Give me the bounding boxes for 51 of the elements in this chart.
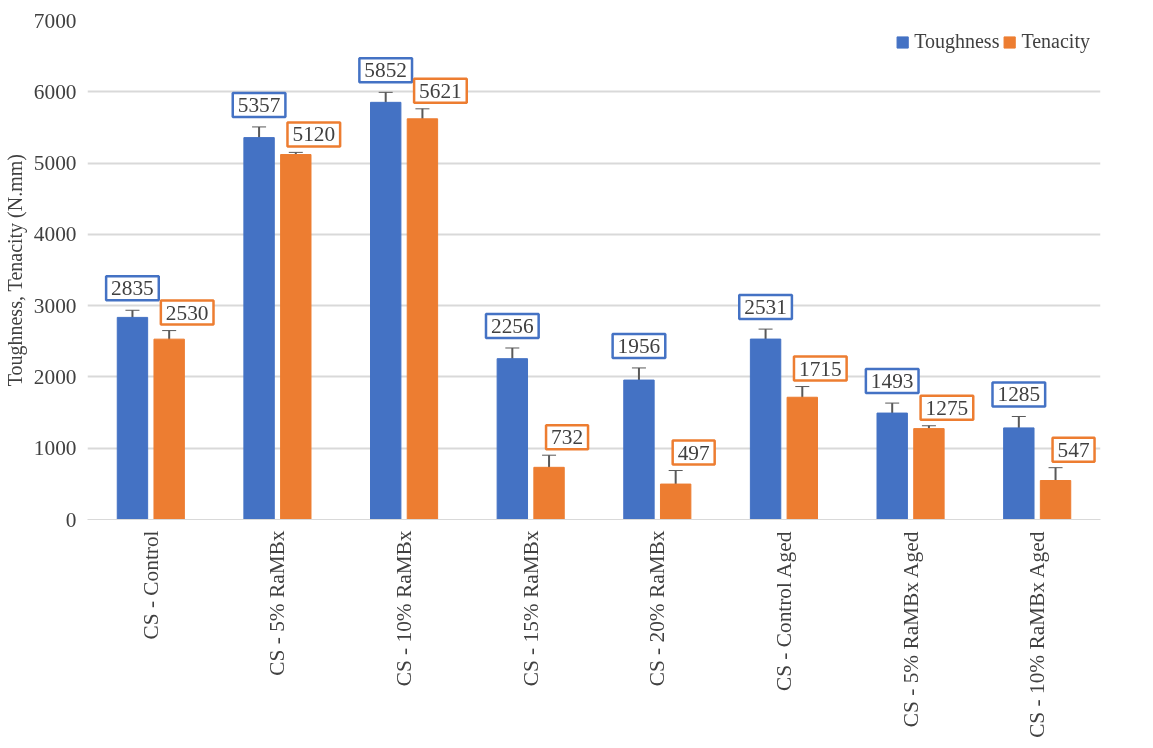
x-tick-label: CS - 10% RaMBx Aged — [1025, 531, 1050, 738]
y-tick-label: 6000 — [33, 79, 77, 104]
y-tick-label: 3000 — [33, 293, 77, 318]
x-tick-label: CS - Control — [138, 530, 163, 640]
data-label: 5357 — [237, 92, 281, 117]
bar — [1039, 480, 1072, 520]
y-axis-title: Toughness, Tenacity (N.mm) — [3, 154, 27, 387]
y-tick-label: 5000 — [33, 151, 77, 176]
x-tick-label: CS - Control Aged — [771, 531, 796, 692]
data-label: 497 — [677, 440, 711, 465]
data-label: 1956 — [617, 333, 661, 358]
data-label: 1493 — [870, 369, 914, 394]
bar — [1003, 427, 1035, 520]
data-label: 2256 — [491, 313, 534, 338]
y-tick-label: 2000 — [33, 364, 77, 389]
y-tick-label: 4000 — [33, 222, 77, 247]
bar — [116, 316, 149, 520]
y-tick-label: 1000 — [33, 436, 77, 461]
data-label: 2531 — [744, 295, 787, 320]
bar — [876, 412, 908, 520]
x-tick-label: CS - 5% RaMBx Aged — [898, 531, 923, 728]
bar — [280, 154, 312, 520]
data-label: 547 — [1057, 437, 1090, 462]
bar — [406, 118, 439, 520]
x-tick-label: CS - 5% RaMBx — [265, 530, 290, 676]
bar — [496, 358, 529, 520]
bar — [659, 483, 692, 520]
data-label: 5852 — [364, 58, 408, 83]
x-tick-label: CS - 20% RaMBx — [645, 530, 670, 687]
y-tick-label: 7000 — [33, 8, 77, 33]
data-label: 1715 — [798, 356, 842, 381]
data-label: 2835 — [111, 276, 154, 301]
data-label: 732 — [551, 425, 584, 450]
bar — [370, 101, 402, 520]
data-label: 2530 — [165, 300, 209, 325]
legend-label: Toughness — [914, 30, 1000, 53]
bar — [786, 396, 818, 520]
data-label: 5621 — [419, 78, 462, 103]
x-tick-label: CS - 10% RaMBx — [392, 530, 417, 687]
bar — [243, 137, 275, 520]
x-tick-label: CS - 15% RaMBx — [518, 530, 543, 687]
legend-label: Tenacity — [1021, 30, 1090, 53]
data-label: 1285 — [997, 382, 1041, 407]
data-label: 5120 — [292, 122, 336, 147]
data-label: 1275 — [925, 395, 969, 420]
bar — [749, 338, 782, 520]
bar — [153, 338, 185, 520]
bar — [533, 466, 565, 520]
bar — [913, 428, 945, 520]
y-tick-label: 0 — [65, 507, 77, 532]
bar — [623, 379, 655, 520]
